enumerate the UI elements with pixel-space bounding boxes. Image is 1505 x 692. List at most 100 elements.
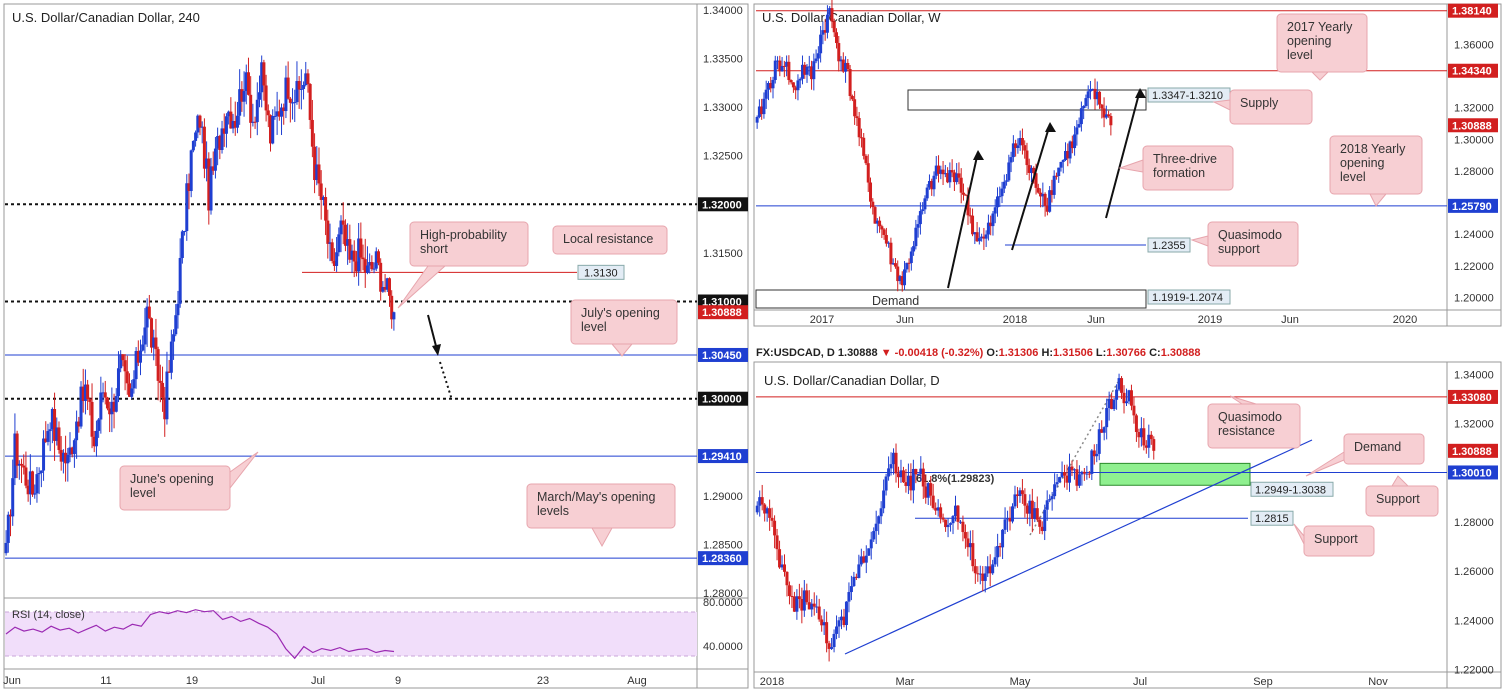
candle-body	[1028, 500, 1032, 514]
candle-body	[971, 543, 975, 567]
h4-local-tag-bg	[577, 264, 625, 280]
w-price-label: 1.30888	[1452, 120, 1492, 132]
w-demand-tag: 1.1919-1.2074	[1152, 292, 1223, 304]
candle-body	[218, 135, 222, 150]
candle-body	[959, 177, 963, 193]
candle-body	[914, 227, 918, 247]
candle-body	[926, 483, 930, 498]
w-x-tick: 2020	[1393, 314, 1417, 326]
candle-body	[350, 250, 354, 260]
candle-body	[1001, 529, 1005, 548]
candle-body	[383, 286, 387, 290]
candle-body	[878, 220, 882, 227]
candle-body	[238, 89, 242, 116]
candle-body	[889, 242, 893, 265]
candle-body	[955, 173, 959, 183]
candle-body	[277, 111, 281, 117]
candle-body	[1018, 138, 1022, 146]
candle-body	[803, 64, 807, 75]
h4-note-june-text: June's opening	[130, 472, 214, 486]
candle-body	[28, 471, 32, 495]
candle-body	[125, 371, 129, 384]
candle-body	[317, 164, 321, 184]
candle-body	[991, 213, 995, 227]
d-demand-zone	[1099, 462, 1251, 486]
candle-body	[778, 60, 782, 72]
candle-body	[983, 573, 987, 581]
h4-level-label: 1.30450	[702, 350, 742, 362]
candle-body	[1102, 427, 1106, 433]
w-note-three-drive-pointer	[1118, 159, 1144, 173]
d-fib-dotted-line	[1029, 381, 1119, 536]
candle-body	[123, 360, 127, 372]
candle-body	[763, 504, 767, 514]
h4-level-label: 1.32000	[702, 199, 742, 211]
candle-body	[127, 383, 131, 397]
d-note-demand-pointer	[1305, 451, 1345, 477]
candle-body	[132, 379, 136, 389]
candle-body	[97, 419, 101, 431]
h4-note-short-text: short	[420, 242, 448, 256]
w-note-2018-text: 2018 Yearly	[1340, 142, 1406, 156]
candle-body	[899, 470, 903, 478]
candle-body	[244, 72, 248, 92]
candle-body	[961, 192, 965, 195]
d-ohlc-part: -0.00418 (-0.32%)	[895, 347, 987, 359]
candle-body	[1091, 88, 1095, 90]
candle-body	[880, 226, 884, 230]
candle-body	[850, 96, 854, 100]
d-x-tick: Nov	[1368, 676, 1388, 688]
candle-body	[240, 89, 244, 102]
candle-body	[823, 30, 827, 33]
candle-body	[1002, 181, 1006, 189]
candle-body	[864, 555, 868, 563]
candle-body	[1088, 89, 1092, 92]
candle-body	[988, 566, 992, 574]
candle-body	[882, 229, 886, 235]
candle-body	[253, 121, 257, 123]
d-ohlc-part: O:	[986, 347, 998, 359]
d-ohlc-part: 1.30888	[838, 347, 878, 359]
candle-body	[24, 467, 28, 486]
candle-body	[884, 234, 888, 244]
candle-body	[1077, 474, 1081, 486]
h4-note-march-text: March/May's opening	[537, 490, 655, 504]
candle-body	[757, 106, 761, 117]
candle-body	[20, 463, 24, 466]
candle-body	[198, 115, 202, 128]
candle-body	[821, 30, 825, 35]
candle-body	[83, 384, 87, 401]
candle-body	[957, 173, 961, 178]
candle-body	[929, 483, 933, 496]
candle-body	[299, 88, 303, 90]
candle-body	[68, 447, 72, 455]
candle-body	[892, 452, 896, 465]
candle-body	[324, 197, 328, 221]
candle-body	[81, 386, 85, 401]
candle-body	[832, 21, 836, 33]
candle-body	[130, 388, 134, 397]
candle-body	[17, 463, 21, 466]
candle-body	[835, 626, 839, 634]
h4-x-tick: Aug	[627, 675, 647, 687]
candle-body	[13, 433, 17, 479]
d-note-demand-box	[1343, 433, 1425, 465]
d-frame	[753, 361, 1502, 689]
candle-body	[896, 266, 900, 282]
w-x-tick: Jun	[896, 314, 914, 326]
candle-body	[295, 81, 299, 103]
candle-body	[918, 211, 922, 225]
candle-body	[1008, 518, 1012, 522]
candle-body	[92, 436, 96, 447]
candle-body	[973, 232, 977, 235]
candle-body	[1095, 91, 1099, 100]
candle-body	[837, 620, 841, 627]
w-note-supply-text: Supply	[1240, 96, 1279, 110]
candle-body	[242, 91, 246, 102]
candle-body	[224, 116, 228, 134]
candle-body	[802, 590, 806, 611]
candle-body	[839, 59, 843, 62]
candle-body	[834, 32, 838, 44]
h4-level-label: 1.28360	[702, 553, 742, 565]
candle-body	[1063, 472, 1067, 476]
